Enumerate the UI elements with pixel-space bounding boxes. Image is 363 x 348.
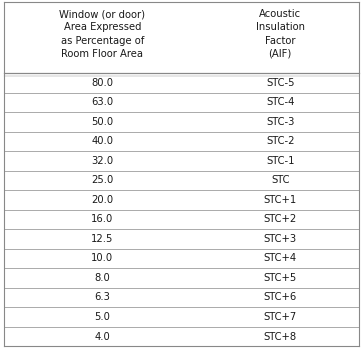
Text: Acoustic
Insulation
Factor
(AIF): Acoustic Insulation Factor (AIF) — [256, 9, 305, 59]
Text: 20.0: 20.0 — [91, 195, 113, 205]
Text: 32.0: 32.0 — [91, 156, 113, 166]
Text: STC+8: STC+8 — [264, 332, 297, 341]
Text: 10.0: 10.0 — [91, 253, 113, 263]
Text: STC+2: STC+2 — [264, 214, 297, 224]
Text: STC+3: STC+3 — [264, 234, 297, 244]
Text: 5.0: 5.0 — [94, 312, 110, 322]
Text: 6.3: 6.3 — [94, 292, 110, 302]
Text: 40.0: 40.0 — [91, 136, 113, 147]
Text: STC+6: STC+6 — [264, 292, 297, 302]
Text: STC-5: STC-5 — [266, 78, 294, 88]
Text: 80.0: 80.0 — [91, 78, 113, 88]
Text: 16.0: 16.0 — [91, 214, 114, 224]
Text: STC+4: STC+4 — [264, 253, 297, 263]
Text: STC+1: STC+1 — [264, 195, 297, 205]
Text: STC+5: STC+5 — [264, 273, 297, 283]
Text: 12.5: 12.5 — [91, 234, 114, 244]
Text: 4.0: 4.0 — [94, 332, 110, 341]
Text: STC-1: STC-1 — [266, 156, 294, 166]
Text: STC: STC — [271, 175, 289, 185]
Text: STC-4: STC-4 — [266, 97, 294, 107]
Text: 8.0: 8.0 — [94, 273, 110, 283]
Text: STC+7: STC+7 — [264, 312, 297, 322]
Text: Window (or door)
Area Expressed
as Percentage of
Room Floor Area: Window (or door) Area Expressed as Perce… — [59, 9, 145, 59]
Text: 63.0: 63.0 — [91, 97, 113, 107]
Text: 25.0: 25.0 — [91, 175, 114, 185]
Text: STC-3: STC-3 — [266, 117, 294, 127]
Text: STC-2: STC-2 — [266, 136, 294, 147]
Text: 50.0: 50.0 — [91, 117, 113, 127]
